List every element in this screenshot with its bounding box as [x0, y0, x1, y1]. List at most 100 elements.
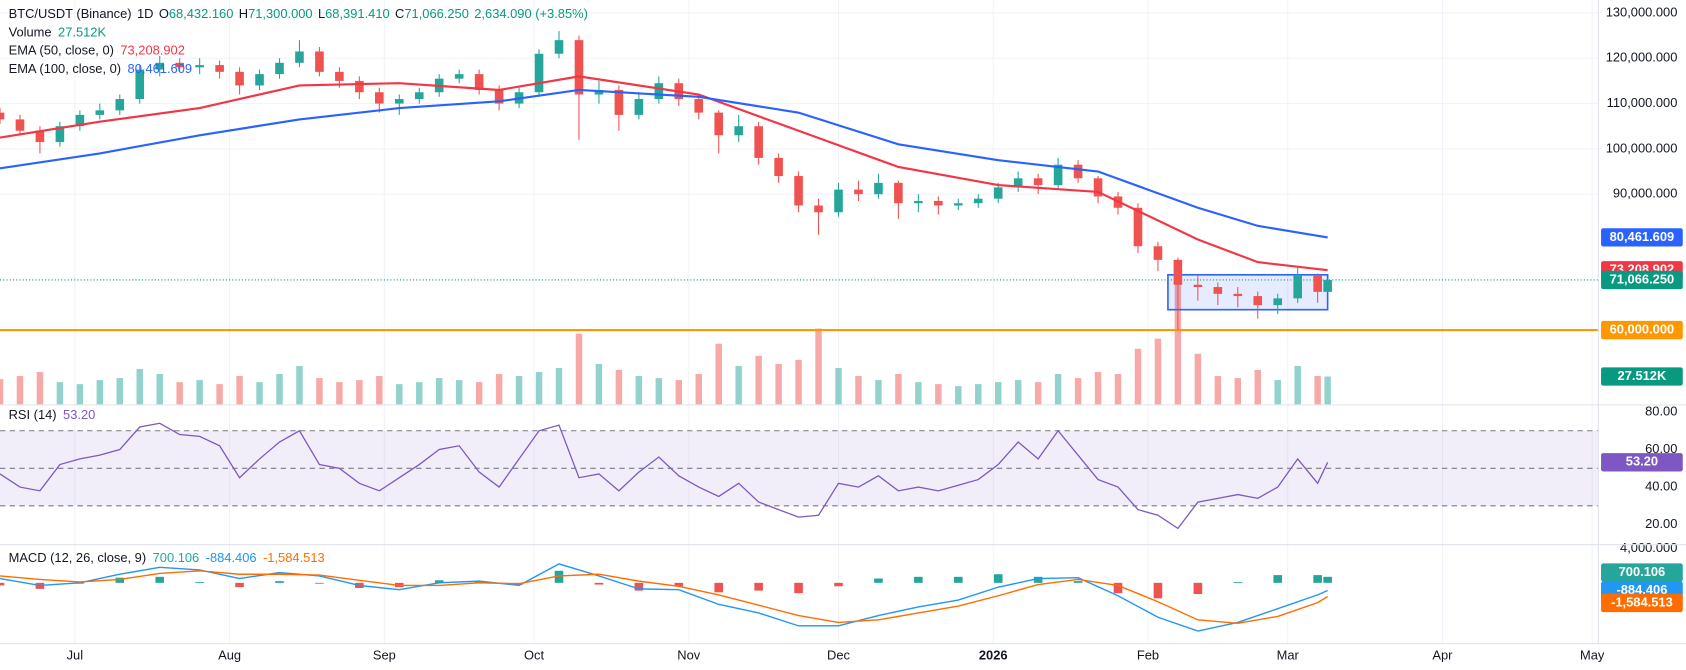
price-tag-label: -884.406 — [1616, 582, 1667, 597]
macd-histogram-bar — [953, 576, 963, 583]
legend-item: O — [159, 7, 169, 22]
x-tick-label: Jul — [67, 647, 83, 662]
candle-body — [1013, 178, 1023, 188]
volume-bar — [1294, 365, 1301, 405]
macd-histogram-bar — [674, 582, 684, 587]
volume-bar — [455, 380, 463, 405]
volume-bar — [36, 372, 44, 405]
volume-bar — [895, 374, 902, 405]
candle-body — [275, 62, 284, 75]
candle-body — [235, 71, 244, 86]
volume-bar — [1094, 372, 1102, 405]
volume-bar — [316, 378, 323, 405]
candle-body — [1073, 164, 1083, 179]
volume-bar — [356, 380, 363, 405]
x-tick-label: Mar — [1277, 647, 1300, 662]
volume-bar — [1114, 374, 1122, 405]
macd-histogram-bar — [1233, 581, 1243, 583]
candle-body — [1323, 279, 1332, 292]
volume-bar — [835, 367, 842, 405]
volume-bar — [216, 384, 223, 405]
volume-bar — [775, 363, 782, 405]
candle-body — [1133, 207, 1143, 247]
price-tag — [1601, 320, 1683, 340]
candle-body — [55, 126, 65, 143]
volume-bar — [1074, 378, 1082, 405]
volume-bar — [475, 382, 483, 405]
volume-bar — [1254, 369, 1261, 405]
x-tick-label: Apr — [1432, 647, 1453, 662]
volume-bar — [715, 343, 722, 405]
candle-body — [814, 205, 823, 213]
candle-body — [1313, 275, 1322, 292]
volume-bar — [555, 367, 563, 405]
legend-item: Volume — [9, 25, 52, 40]
candle-body — [335, 71, 344, 81]
volume-bar — [915, 382, 922, 405]
candle-body — [1273, 298, 1283, 306]
volume-bar — [16, 376, 24, 405]
legend: Volume 27.512K — [9, 25, 107, 40]
x-tick-label: Nov — [677, 647, 700, 662]
candle-body — [454, 74, 464, 79]
macd-histogram-bar — [554, 570, 564, 583]
candle-body — [574, 40, 584, 95]
macd-histogram-bar — [155, 576, 165, 583]
legend-item: L — [318, 7, 325, 22]
legend-item: 53.20 — [63, 408, 95, 423]
candle-body — [953, 203, 963, 206]
macd-histogram-bar — [993, 574, 1003, 583]
candle-body — [934, 200, 943, 206]
candle-body — [694, 99, 704, 113]
volume-bar — [236, 376, 243, 405]
x-tick-label: Oct — [524, 647, 544, 662]
volume-bar — [875, 380, 882, 405]
volume-bar — [56, 382, 64, 405]
volume-bar — [994, 382, 1002, 405]
price-tag-label: 700.106 — [1619, 564, 1666, 579]
macd-histogram-bar — [315, 582, 324, 584]
volume-bar — [535, 372, 543, 405]
candle-body — [914, 200, 923, 204]
candle-body — [1153, 246, 1163, 260]
volume-bar — [795, 359, 802, 405]
x-tick-label: Feb — [1137, 647, 1159, 662]
volume-bar — [276, 374, 283, 405]
volume-bar — [1134, 348, 1142, 405]
volume-bar — [975, 384, 982, 405]
volume-bar — [675, 380, 683, 405]
legend: BTC/USDT (Binance) 1D O68,432.160 H71,300.0… — [9, 7, 588, 22]
candle-body — [295, 51, 304, 63]
x-tick-label: Aug — [218, 647, 241, 662]
candle-body — [1093, 178, 1103, 197]
macd-histogram-bar — [834, 582, 843, 587]
y-tick-label: 130,000.000 — [1606, 4, 1678, 19]
macd-histogram-bar — [594, 582, 604, 585]
macd-histogram-bar — [874, 578, 883, 583]
price-tag — [1601, 367, 1683, 386]
volume-bar — [515, 376, 523, 405]
candle-body — [474, 74, 484, 90]
volume-bar — [735, 365, 742, 405]
candle-body — [634, 99, 644, 115]
ema-line — [0, 75, 1328, 272]
candle-body — [754, 126, 763, 158]
candle-body — [414, 92, 424, 100]
x-tick-label: May — [1580, 647, 1605, 662]
macd-histogram-bar — [0, 582, 5, 586]
candle-body — [834, 189, 843, 213]
macd-histogram-bar — [714, 582, 724, 593]
volume-bar — [695, 374, 702, 405]
volume-bar — [655, 378, 663, 405]
candle-body — [993, 187, 1003, 199]
volume-bar — [855, 376, 862, 405]
volume-bar — [815, 328, 822, 405]
volume-bar — [755, 355, 762, 405]
volume-bar — [76, 384, 84, 405]
volume-bar — [1274, 380, 1281, 405]
candle-body — [0, 112, 5, 120]
volume-bar — [1324, 376, 1331, 405]
macd-histogram-bar — [1193, 582, 1203, 595]
candle-body — [115, 99, 125, 111]
